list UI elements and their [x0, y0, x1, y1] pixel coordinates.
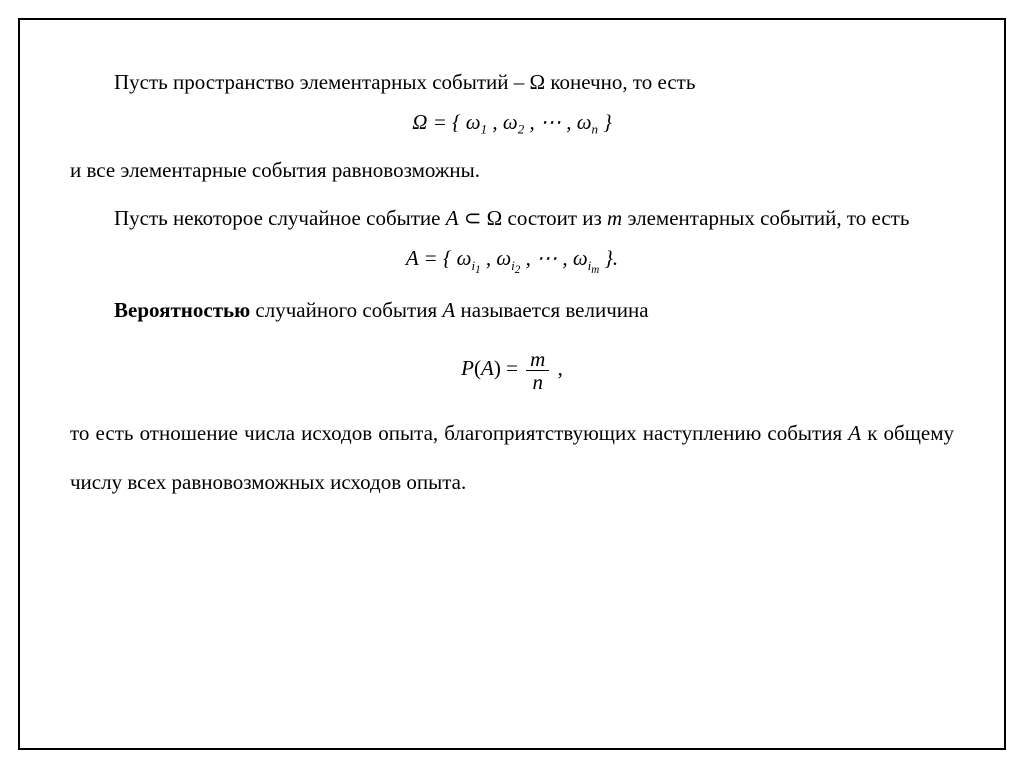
eq3-P: P	[461, 356, 474, 380]
eq1-sub-n: n	[592, 122, 599, 137]
equation-A-set: A = { ωi1 , ωi2 , ⋯ , ωim }.	[70, 248, 954, 275]
var-A-2: A	[442, 298, 455, 322]
p5-text-1: то есть отношение числа исходов опыта, б…	[70, 421, 848, 445]
p3-text-1: Пусть некоторое случайное событие	[114, 206, 446, 230]
eq3-comma: ,	[552, 356, 563, 380]
term-probability: Вероятностью	[114, 298, 250, 322]
paragraph-3: Пусть некоторое случайное событие A ⊂ Ω …	[70, 194, 954, 242]
p3-text-3: элементарных событий, то есть	[622, 206, 909, 230]
eq2-rhs: }.	[599, 246, 618, 270]
var-A: A	[446, 206, 459, 230]
eq2-w2: ω	[496, 246, 511, 270]
eq3-num: m	[526, 348, 549, 371]
p4-text-1: случайного события	[250, 298, 442, 322]
p1-text-2: конечно, то есть	[545, 70, 695, 94]
omega-symbol: Ω	[530, 70, 546, 94]
eq2-wm: ω	[573, 246, 588, 270]
p4-text-2: называется величина	[455, 298, 648, 322]
paragraph-1: Пусть пространство элементарных событий …	[70, 58, 954, 106]
subset-symbol: ⊂	[459, 206, 487, 230]
paragraph-4: Вероятностью случайного события A называ…	[70, 286, 954, 334]
p2-text: и все элементарные события равновозможны…	[70, 158, 480, 182]
eq3-close: )	[494, 356, 501, 380]
p1-text-1: Пусть пространство элементарных событий …	[114, 70, 530, 94]
eq3-eq: =	[501, 356, 523, 380]
omega-symbol-2: Ω	[487, 206, 503, 230]
eq3-den: n	[526, 371, 549, 393]
var-A-3: A	[848, 421, 861, 445]
eq1-part1: Ω = { ω1 , ω2 , ⋯ , ωn }	[412, 110, 611, 134]
eq3-fraction: mn	[526, 348, 549, 393]
content-frame: Пусть пространство элементарных событий …	[18, 18, 1006, 750]
eq3-open: (	[474, 356, 481, 380]
paragraph-2: и все элементарные события равновозможны…	[70, 146, 954, 194]
eq2-w1: ω	[457, 246, 472, 270]
var-m: m	[607, 206, 622, 230]
paragraph-5: то есть отношение числа исходов опыта, б…	[70, 409, 954, 506]
equation-probability: P(A) = mn ,	[70, 348, 954, 393]
equation-omega-set: Ω = { ω1 , ω2 , ⋯ , ωn }	[70, 112, 954, 136]
eq2-dots: ⋯	[536, 246, 557, 270]
eq3-A: A	[481, 356, 494, 380]
p3-text-2: состоит из	[502, 206, 607, 230]
eq2-lhs: A = {	[406, 246, 457, 270]
page: Пусть пространство элементарных событий …	[0, 0, 1024, 768]
